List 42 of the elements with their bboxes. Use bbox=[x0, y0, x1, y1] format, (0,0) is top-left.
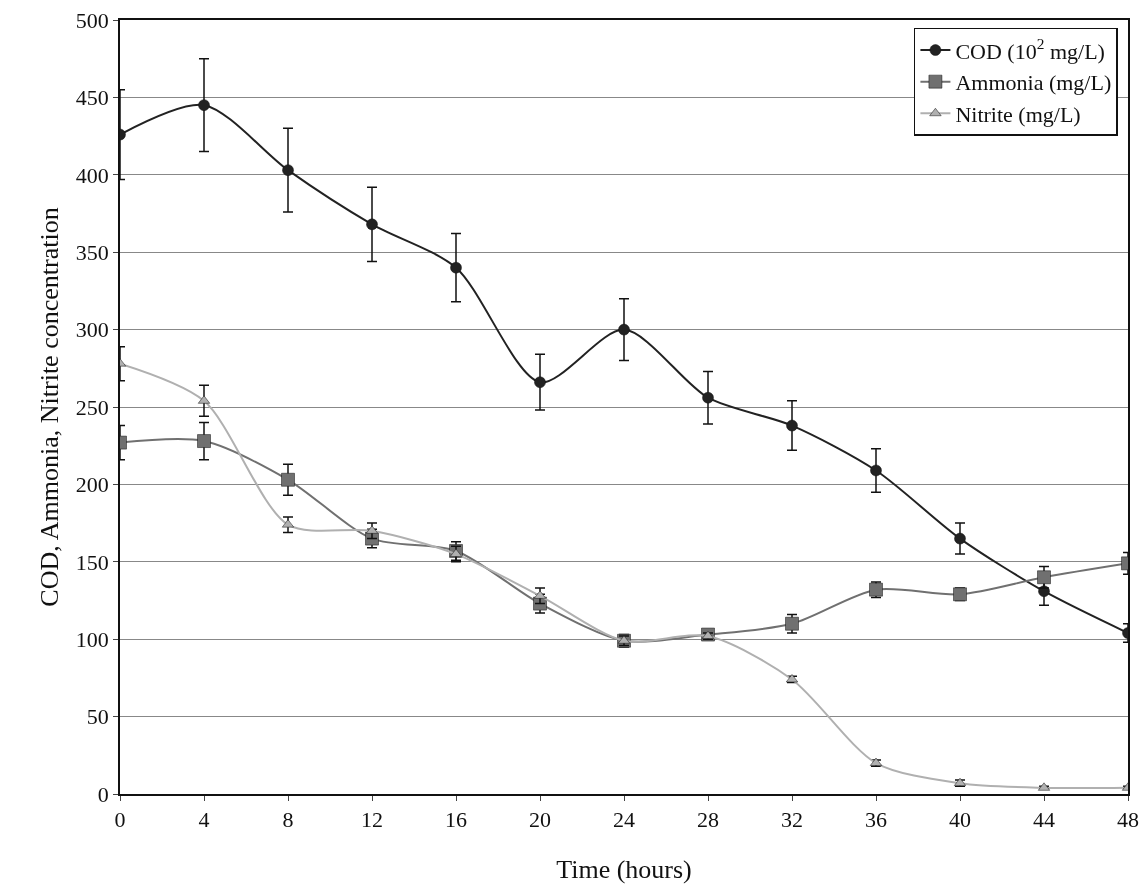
point bbox=[954, 532, 966, 545]
point bbox=[198, 99, 210, 111]
point bbox=[282, 164, 294, 176]
legend-label: COD (10$^{2}$ mg/L) bbox=[955, 35, 1105, 64]
point bbox=[786, 419, 798, 432]
x-tick-label: 8 bbox=[282, 807, 294, 833]
y-axis-title: COD, Ammonia, Nitrite concentration bbox=[34, 207, 64, 607]
x-tick-label: 48 bbox=[1117, 807, 1139, 833]
point bbox=[702, 391, 714, 404]
y-tick-label: 300 bbox=[75, 317, 109, 343]
y-tick-label: 50 bbox=[86, 704, 109, 730]
point bbox=[281, 473, 295, 487]
x-tick-label: 28 bbox=[697, 807, 719, 833]
x-tick-label: 0 bbox=[114, 807, 126, 833]
point bbox=[1037, 570, 1051, 585]
point bbox=[534, 376, 546, 388]
x-tick-label: 12 bbox=[361, 807, 383, 833]
y-tick-label: 0 bbox=[97, 781, 109, 807]
x-tick-label: 32 bbox=[781, 807, 803, 833]
y-tick-label: 500 bbox=[75, 7, 109, 33]
x-tick-label: 36 bbox=[865, 807, 887, 833]
x-tick-label: 16 bbox=[445, 807, 467, 833]
point bbox=[197, 434, 211, 448]
legend-label: Nitrite (mg/L) bbox=[955, 101, 1081, 127]
legend-label: Ammonia (mg/L) bbox=[955, 70, 1112, 96]
x-tick-label: 24 bbox=[613, 807, 635, 833]
y-tick-label: 450 bbox=[75, 85, 109, 111]
x-tick-label: 20 bbox=[529, 807, 551, 833]
y-tick-label: 250 bbox=[75, 394, 109, 420]
x-tick-label: 4 bbox=[198, 807, 210, 833]
x-axis-title: Time (hours) bbox=[556, 855, 692, 884]
y-tick-label: 150 bbox=[75, 549, 109, 575]
y-tick-label: 200 bbox=[75, 472, 109, 498]
y-tick-label: 350 bbox=[75, 239, 109, 265]
point bbox=[618, 323, 630, 336]
y-tick-label: 100 bbox=[75, 626, 109, 652]
y-tick-label: 400 bbox=[75, 162, 109, 188]
x-tick-label: 44 bbox=[1033, 807, 1055, 833]
point bbox=[870, 464, 882, 477]
point bbox=[450, 261, 462, 274]
x-tick-label: 40 bbox=[949, 807, 971, 833]
point bbox=[366, 218, 378, 231]
